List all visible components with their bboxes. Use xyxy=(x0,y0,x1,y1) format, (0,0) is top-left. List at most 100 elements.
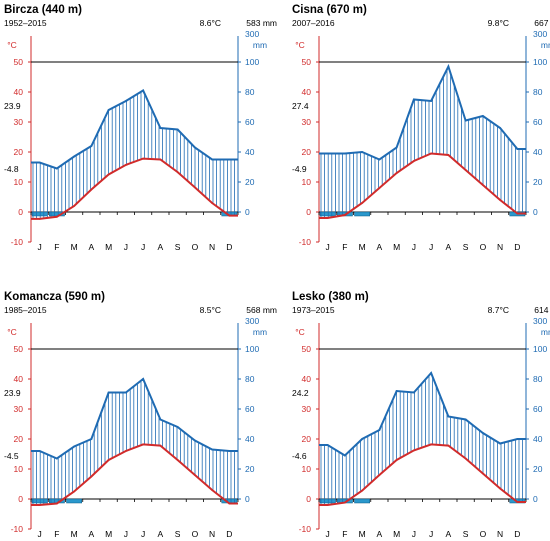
abs-min-temp: -4.8 xyxy=(4,164,19,174)
precipitation-point xyxy=(395,390,398,392)
month-label: D xyxy=(226,242,232,252)
precip-tick-label: 40 xyxy=(245,147,255,157)
temperature-point xyxy=(124,164,127,166)
precipitation-line xyxy=(31,89,238,170)
temp-tick-label: 0 xyxy=(306,494,311,504)
month-label: J xyxy=(38,529,42,539)
precipitation-point xyxy=(464,119,467,122)
precip-tick-label: 20 xyxy=(533,177,543,187)
temperature-line xyxy=(319,443,526,506)
temperature-point xyxy=(412,449,415,452)
precipitation-point xyxy=(326,444,329,446)
temperature-point xyxy=(73,205,76,207)
temp-tick-label: 0 xyxy=(306,207,311,217)
month-label: F xyxy=(342,529,347,539)
month-label: S xyxy=(175,242,181,252)
precipitation-point xyxy=(447,415,450,418)
precipitation-point xyxy=(464,418,467,421)
temperature-point xyxy=(499,487,502,490)
precipitation-point xyxy=(395,146,398,149)
temp-tick-label: 30 xyxy=(302,404,312,414)
precip-tick-label: 40 xyxy=(533,147,543,157)
month-label: M xyxy=(359,529,366,539)
abs-min-temp: -4.5 xyxy=(4,451,19,461)
month-label: J xyxy=(38,242,42,252)
month-label: M xyxy=(71,529,78,539)
temp-tick-label: 10 xyxy=(302,464,312,474)
temp-axis-unit: °C xyxy=(295,40,305,50)
precipitation-point xyxy=(228,450,231,452)
precip-tick-label: 0 xyxy=(533,494,538,504)
temperature-point xyxy=(361,489,364,492)
abs-min-temp: -4.9 xyxy=(292,164,307,174)
temp-tick-label: 50 xyxy=(302,344,312,354)
climate-panel-4: Lesko (380 m) 1973–2015 8.7°C 614 mm °C mm -10… xyxy=(292,291,550,539)
temp-tick-label: 40 xyxy=(14,374,24,384)
temperature-point xyxy=(361,202,364,204)
temp-tick-label: -10 xyxy=(299,524,312,534)
precipitation-point xyxy=(73,445,76,448)
precipitation-point xyxy=(499,442,502,445)
month-label: A xyxy=(158,529,164,539)
precipitation-point xyxy=(142,89,145,92)
temperature-line xyxy=(31,443,238,506)
temperature-point xyxy=(107,173,110,176)
precipitation-point xyxy=(107,109,110,111)
frost-month-bar xyxy=(31,211,48,217)
precipitation-line xyxy=(319,371,526,457)
month-label: A xyxy=(377,529,383,539)
temp-tick-label: 30 xyxy=(14,117,24,127)
temperature-point xyxy=(211,489,214,491)
temperature-point xyxy=(142,157,145,160)
temp-tick-label: 20 xyxy=(302,147,312,157)
precipitation-point xyxy=(430,372,433,374)
month-label: J xyxy=(429,242,433,252)
precipitation-point xyxy=(481,432,484,434)
precip-tick-label: 60 xyxy=(245,404,255,414)
precip-tick-label: 20 xyxy=(533,464,543,474)
precipitation-point xyxy=(343,152,346,155)
temperature-point xyxy=(211,202,214,204)
temperature-point xyxy=(378,474,381,476)
temperature-point xyxy=(193,186,196,189)
precipitation-point xyxy=(430,100,433,102)
temperature-point xyxy=(90,188,93,191)
station-title: Lesko (380 m) xyxy=(292,291,369,303)
precipitation-point xyxy=(499,127,502,129)
temp-tick-label: 0 xyxy=(18,494,23,504)
humid-period-hatching xyxy=(320,375,524,505)
precipitation-point xyxy=(412,98,415,101)
frost-month-bar xyxy=(31,498,48,504)
temp-tick-label: 10 xyxy=(14,464,24,474)
precip-axis-unit: mm xyxy=(253,40,267,50)
month-label: J xyxy=(412,242,416,252)
precipitation-point xyxy=(193,439,196,442)
temperature-point xyxy=(499,199,502,201)
precipitation-line xyxy=(319,63,526,161)
month-label: N xyxy=(209,242,215,252)
temp-axis-unit: °C xyxy=(295,327,305,337)
record-period: 1952–2015 xyxy=(4,18,47,28)
precipitation-point xyxy=(159,127,162,129)
annual-precipitation: 667 mm xyxy=(534,18,550,28)
abs-max-temp: 23.9 xyxy=(4,101,21,111)
month-label: F xyxy=(54,529,59,539)
temperature-point xyxy=(343,214,346,216)
precip-tick-label: 80 xyxy=(245,87,255,97)
precipitation-point xyxy=(124,391,127,394)
temperature-point xyxy=(107,459,110,461)
precipitation-point xyxy=(361,151,364,153)
temperature-point xyxy=(38,504,41,506)
month-label: S xyxy=(175,529,181,539)
temperature-point xyxy=(516,501,519,503)
precip-tick-label: 20 xyxy=(245,464,255,474)
mean-temperature: 8.6°C xyxy=(200,18,221,28)
precipitation-point xyxy=(124,100,127,102)
precip-axis-unit: mm xyxy=(541,327,550,337)
precip-tick-label: 80 xyxy=(533,374,543,384)
month-label: O xyxy=(192,529,199,539)
temperature-point xyxy=(124,450,127,452)
precip-tick-label: 0 xyxy=(533,207,538,217)
precip-tick-label: 60 xyxy=(533,404,543,414)
